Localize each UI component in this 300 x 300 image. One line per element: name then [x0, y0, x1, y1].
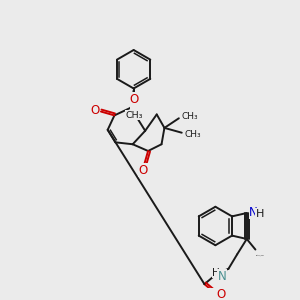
Text: H: H	[212, 268, 220, 278]
Text: N: N	[249, 206, 258, 218]
Text: CH₃: CH₃	[126, 111, 143, 120]
Text: O: O	[91, 104, 100, 117]
Text: O: O	[139, 164, 148, 177]
Text: methyl_label: methyl_label	[256, 254, 265, 256]
Text: O: O	[129, 92, 138, 106]
Text: CH₃: CH₃	[184, 130, 201, 139]
Text: O: O	[216, 288, 225, 300]
Text: CH₃: CH₃	[181, 112, 198, 121]
Text: N: N	[218, 270, 226, 283]
Text: H: H	[256, 209, 264, 219]
Text: N: N	[130, 96, 139, 110]
